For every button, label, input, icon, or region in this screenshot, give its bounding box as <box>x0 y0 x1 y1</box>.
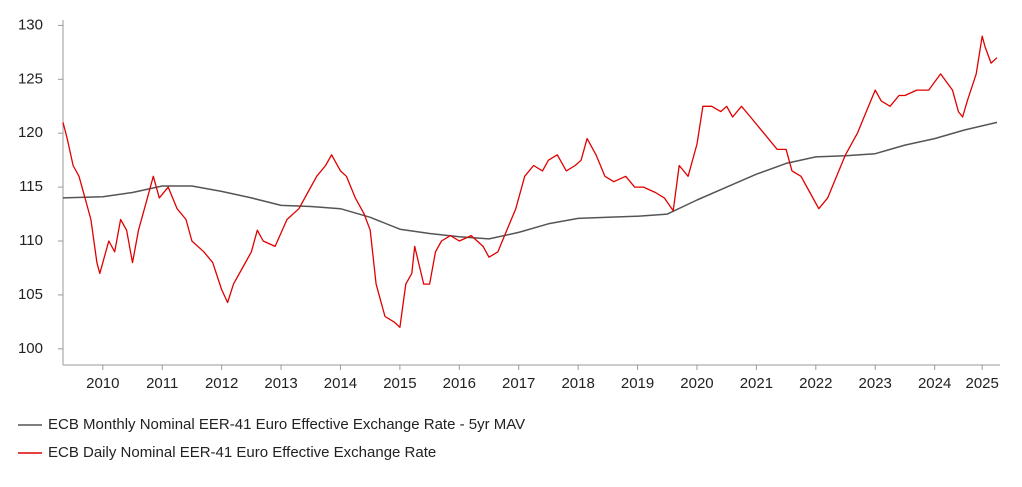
x-tick-label: 2012 <box>205 375 238 392</box>
series-line <box>62 35 998 328</box>
x-tick-label: 2021 <box>740 375 773 392</box>
x-tick-label: 2016 <box>443 375 476 392</box>
x-tick-label: 2010 <box>86 375 119 392</box>
x-tick-label: 2025 <box>965 375 998 392</box>
legend-label: ECB Monthly Nominal EER-41 Euro Effectiv… <box>48 416 525 433</box>
y-tick-label: 105 <box>18 286 43 303</box>
x-tick-label: 2022 <box>799 375 832 392</box>
x-tick-label: 2013 <box>264 375 297 392</box>
x-tick-label: 2023 <box>859 375 892 392</box>
x-tick-label: 2024 <box>918 375 951 392</box>
x-tick-label: 2015 <box>383 375 416 392</box>
x-tick-label: 2017 <box>502 375 535 392</box>
series-line <box>62 121 998 240</box>
y-tick-label: 100 <box>18 340 43 357</box>
y-tick-label: 130 <box>18 16 43 33</box>
y-tick-label: 120 <box>18 124 43 141</box>
y-tick-label: 125 <box>18 70 43 87</box>
x-tick-label: 2011 <box>146 375 178 392</box>
x-tick-label: 2018 <box>561 375 594 392</box>
y-tick-label: 115 <box>19 178 43 195</box>
x-tick-label: 2014 <box>324 375 357 392</box>
x-tick-label: 2019 <box>621 375 654 392</box>
y-tick-label: 110 <box>19 232 43 249</box>
x-tick-label: 2020 <box>680 375 713 392</box>
legend-label: ECB Daily Nominal EER-41 Euro Effective … <box>48 444 436 461</box>
